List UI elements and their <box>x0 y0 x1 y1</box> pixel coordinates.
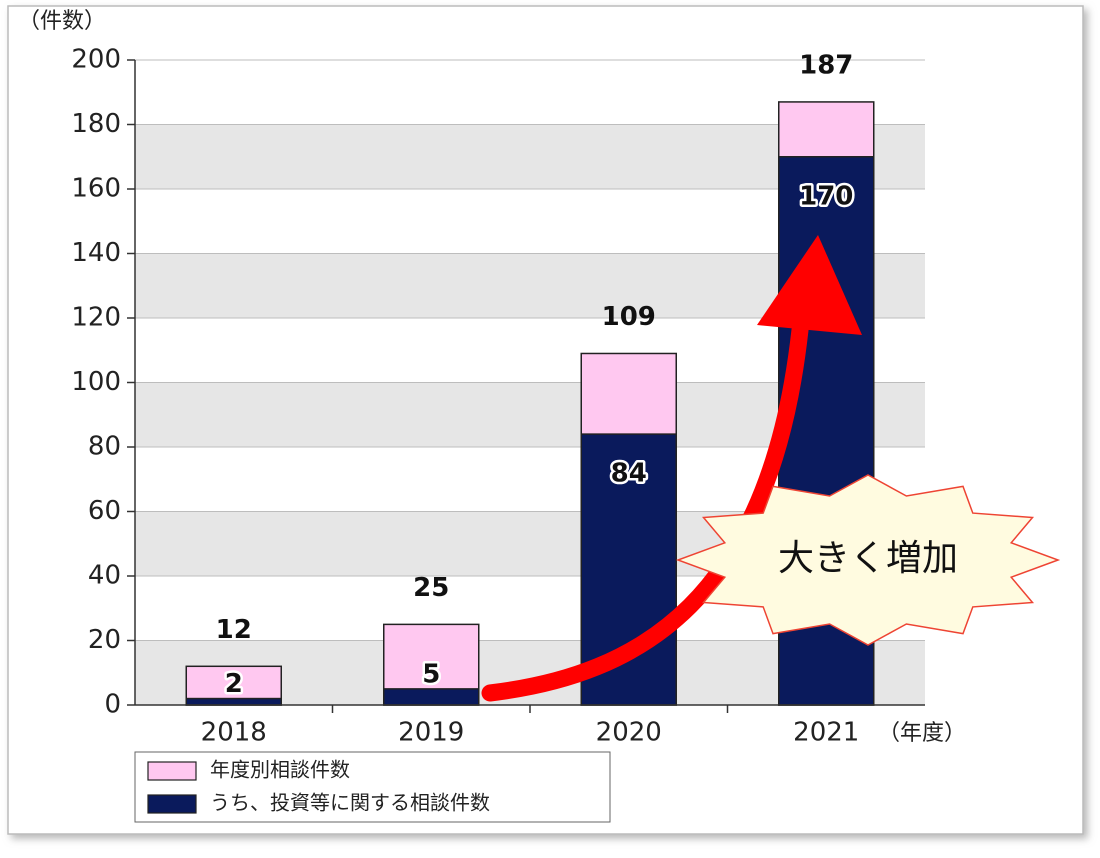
y-tick-label: 60 <box>88 496 121 526</box>
y-tick-label: 80 <box>88 432 121 462</box>
legend-swatch <box>147 761 197 781</box>
y-tick-label: 180 <box>71 109 121 139</box>
y-tick-label: 40 <box>88 561 121 591</box>
total-label: 25 <box>413 573 449 603</box>
y-tick-label: 200 <box>71 45 121 75</box>
x-tick-label: 2021 <box>793 718 859 748</box>
value-label: 84 <box>611 459 647 489</box>
value-label: 5 <box>422 659 440 689</box>
arrow <box>481 321 809 702</box>
starburst <box>675 474 1061 646</box>
value-label: 170 <box>799 181 853 211</box>
total-label: 187 <box>799 50 853 80</box>
y-tick-label: 100 <box>71 367 121 397</box>
arrow-head <box>757 235 862 335</box>
total-label: 12 <box>216 615 252 645</box>
y-tick-label: 0 <box>104 690 121 720</box>
legend-box <box>134 751 611 823</box>
y-tick-label: 160 <box>71 174 121 204</box>
annotation: 大きく増加 <box>778 538 958 579</box>
y-axis-label: （件数） <box>18 9 106 34</box>
legend-label: うち、投資等に関する相談件数 <box>210 791 490 815</box>
y-tick-label: 140 <box>71 238 121 268</box>
total-label: 109 <box>602 302 656 332</box>
x-tick-label: 2020 <box>596 718 662 748</box>
value-label: 2 <box>225 669 243 699</box>
bar <box>383 688 480 706</box>
legend-label: 年度別相談件数 <box>210 758 350 782</box>
legend-swatch <box>147 794 197 814</box>
y-tick-label: 120 <box>71 303 121 333</box>
x-tick-label: 2019 <box>398 718 464 748</box>
bar <box>185 697 282 706</box>
y-tick-label: 20 <box>88 625 121 655</box>
x-tick-label: 2018 <box>201 718 267 748</box>
x-axis-label: （年度） <box>878 721 966 746</box>
